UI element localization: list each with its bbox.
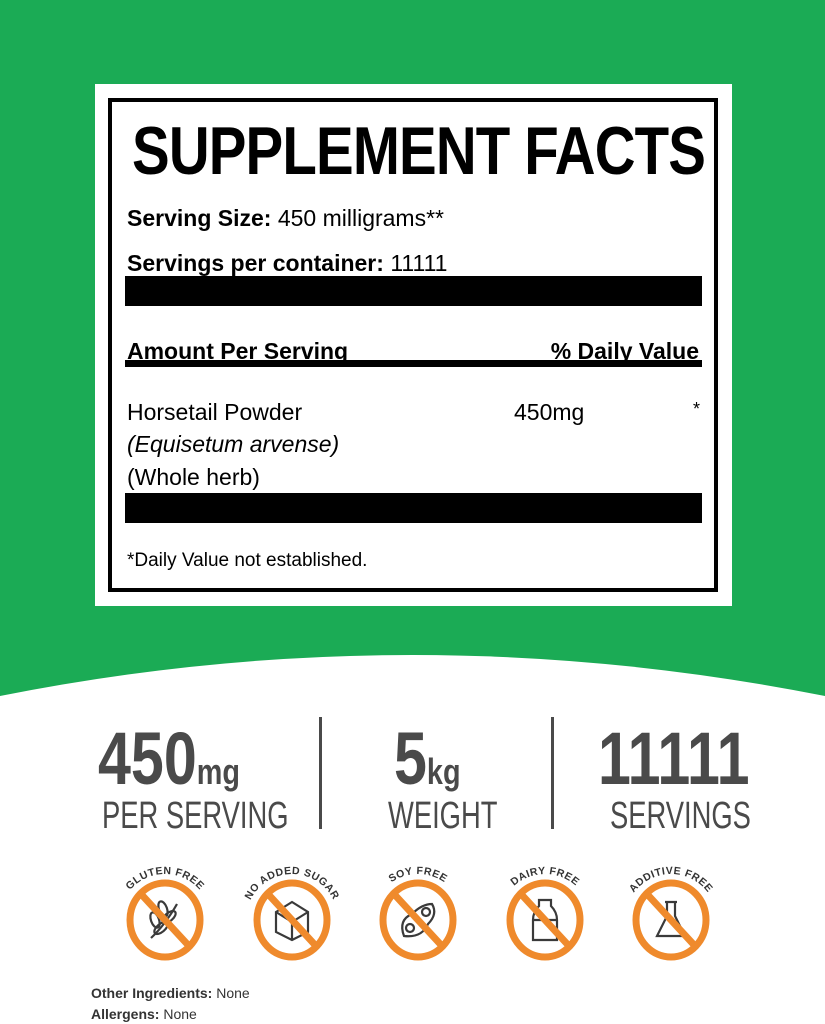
badge-no-added-sugar: NO ADDED SUGAR: [242, 860, 342, 970]
prohibited-icon: [632, 879, 710, 961]
allergens: Allergens: None: [91, 1006, 197, 1022]
stat-servings-number: 11111: [598, 722, 750, 796]
stat-number: 450: [98, 717, 197, 800]
badge-gluten-free: GLUTEN FREE: [115, 860, 215, 970]
other-ingredients-label: Other Ingredients:: [91, 985, 213, 1001]
facts-title: SUPPLEMENT FACTS: [132, 113, 706, 189]
ingredient-name: Horsetail Powder: [127, 399, 303, 425]
prohibited-icon: [506, 879, 584, 961]
stat-per-serving-label: PER SERVING: [102, 795, 289, 837]
ingredient-latin: (Equisetum arvense): [127, 431, 340, 457]
servings-per-container: Servings per container: 11111: [127, 250, 447, 277]
stat-per-serving-number: 450mg: [98, 722, 240, 809]
amount-header: Amount Per Serving: [127, 338, 349, 364]
prohibited-icon: [126, 879, 204, 961]
stat-number: 11111: [598, 717, 750, 800]
stat-unit: mg: [196, 751, 240, 792]
badge-graphic: SOY FREE: [379, 865, 457, 961]
medium-divider: [125, 360, 702, 367]
other-ingredients-value: None: [216, 985, 250, 1001]
badge-graphic: DAIRY FREE: [506, 865, 584, 961]
ingredient-part: (Whole herb): [127, 464, 260, 490]
stat-servings-label: SERVINGS: [610, 795, 751, 837]
stat-divider: [319, 717, 322, 829]
stat-unit: kg: [426, 751, 461, 792]
stat-divider: [551, 717, 554, 829]
other-ingredients: Other Ingredients: None: [91, 985, 250, 1001]
prohibited-icon: [379, 879, 457, 961]
bottom-thick-divider: [125, 493, 702, 523]
badge-additive-free: ADDITIVE FREE: [621, 860, 721, 970]
dv-header: % Daily Value: [550, 338, 699, 364]
facts-border: SUPPLEMENT FACTS Serving Size: 450 milli…: [108, 98, 718, 592]
serving-size: Serving Size: 450 milligrams**: [127, 205, 444, 232]
ingredient-dv: *: [692, 399, 700, 419]
badge-label: GLUTEN FREE: [123, 865, 206, 892]
stat-number: 5: [394, 717, 427, 800]
serving-size-value: 450 milligrams**: [277, 205, 444, 231]
badge-graphic: NO ADDED SUGAR: [243, 865, 341, 961]
allergens-value: None: [163, 1006, 197, 1022]
stat-weight-number: 5kg: [394, 722, 461, 809]
thick-divider: [125, 276, 702, 306]
stat-weight-label: WEIGHT: [388, 795, 498, 837]
badge-graphic: GLUTEN FREE: [123, 865, 206, 961]
badge-soy-free: SOY FREE: [368, 860, 468, 970]
serving-size-label: Serving Size:: [127, 205, 272, 231]
badge-dairy-free: DAIRY FREE: [495, 860, 595, 970]
servings-value: 11111: [390, 250, 448, 276]
badge-graphic: ADDITIVE FREE: [627, 865, 715, 961]
allergens-label: Allergens:: [91, 1006, 160, 1022]
prohibited-icon: [253, 879, 331, 961]
footnote: *Daily Value not established.: [127, 550, 368, 571]
supplement-facts-panel: SUPPLEMENT FACTS Serving Size: 450 milli…: [95, 84, 732, 606]
servings-label: Servings per container:: [127, 250, 384, 276]
ingredient-amount: 450mg: [514, 399, 585, 425]
white-curve: [0, 655, 825, 710]
